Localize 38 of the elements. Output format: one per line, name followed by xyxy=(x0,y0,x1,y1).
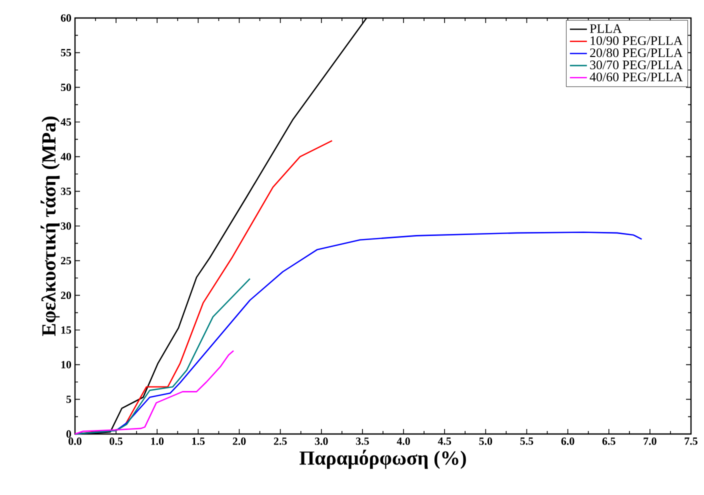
x-tick-label: 6.5 xyxy=(602,438,616,445)
legend-label: PLLA xyxy=(590,24,622,33)
y-tick-label: 55 xyxy=(60,49,72,56)
y-tick-label: 45 xyxy=(60,118,72,126)
y-tick-label: 50 xyxy=(60,84,72,92)
y-tick-label: 0 xyxy=(66,430,72,438)
x-tick-label: 5.0 xyxy=(479,438,492,445)
legend-label: 40/60 PEG/PLLA xyxy=(590,72,683,82)
y-axis-title: Εφελκυστική τάση (MPa) xyxy=(40,116,60,336)
y-tick-label: 60 xyxy=(60,14,72,22)
y-tick-label: 10 xyxy=(61,360,72,368)
x-tick-label: 3.0 xyxy=(314,438,328,445)
x-tick-label: 7.5 xyxy=(684,438,698,445)
x-tick-label: 2.5 xyxy=(274,438,287,445)
y-tick-label: 20 xyxy=(60,292,72,300)
y-tick-label: 15 xyxy=(61,326,72,334)
line-series xyxy=(74,350,234,435)
x-tick-label: 4.0 xyxy=(396,438,410,445)
x-tick-label: 0.5 xyxy=(110,438,123,445)
line-series xyxy=(74,278,251,435)
x-tick-label: 1.0 xyxy=(151,438,164,445)
y-tick-label: 25 xyxy=(60,256,72,264)
legend-label: 30/70 PEG/PLLA xyxy=(590,60,683,70)
x-axis-title: Παραμόρφωση (%) xyxy=(300,450,466,469)
y-tick-label: 30 xyxy=(60,222,72,230)
x-tick-label: 6.0 xyxy=(561,438,574,445)
x-tick-label: 4.5 xyxy=(438,438,452,445)
y-tick-label: 40 xyxy=(60,152,72,160)
x-tick-label: 7.0 xyxy=(644,438,656,445)
x-tick-label: 0.0 xyxy=(68,438,82,445)
legend-label: 20/80 PEG/PLLA xyxy=(590,48,683,58)
x-tick-label: 1.5 xyxy=(192,438,205,445)
x-tick-label: 5.5 xyxy=(520,438,534,445)
y-tick-label: 5 xyxy=(66,396,72,403)
legend-label: 10/90 PEG/PLLA xyxy=(590,36,683,46)
x-tick-label: 3.5 xyxy=(356,438,369,445)
y-tick-label: 35 xyxy=(60,188,72,196)
x-tick-label: 2.0 xyxy=(232,438,246,445)
